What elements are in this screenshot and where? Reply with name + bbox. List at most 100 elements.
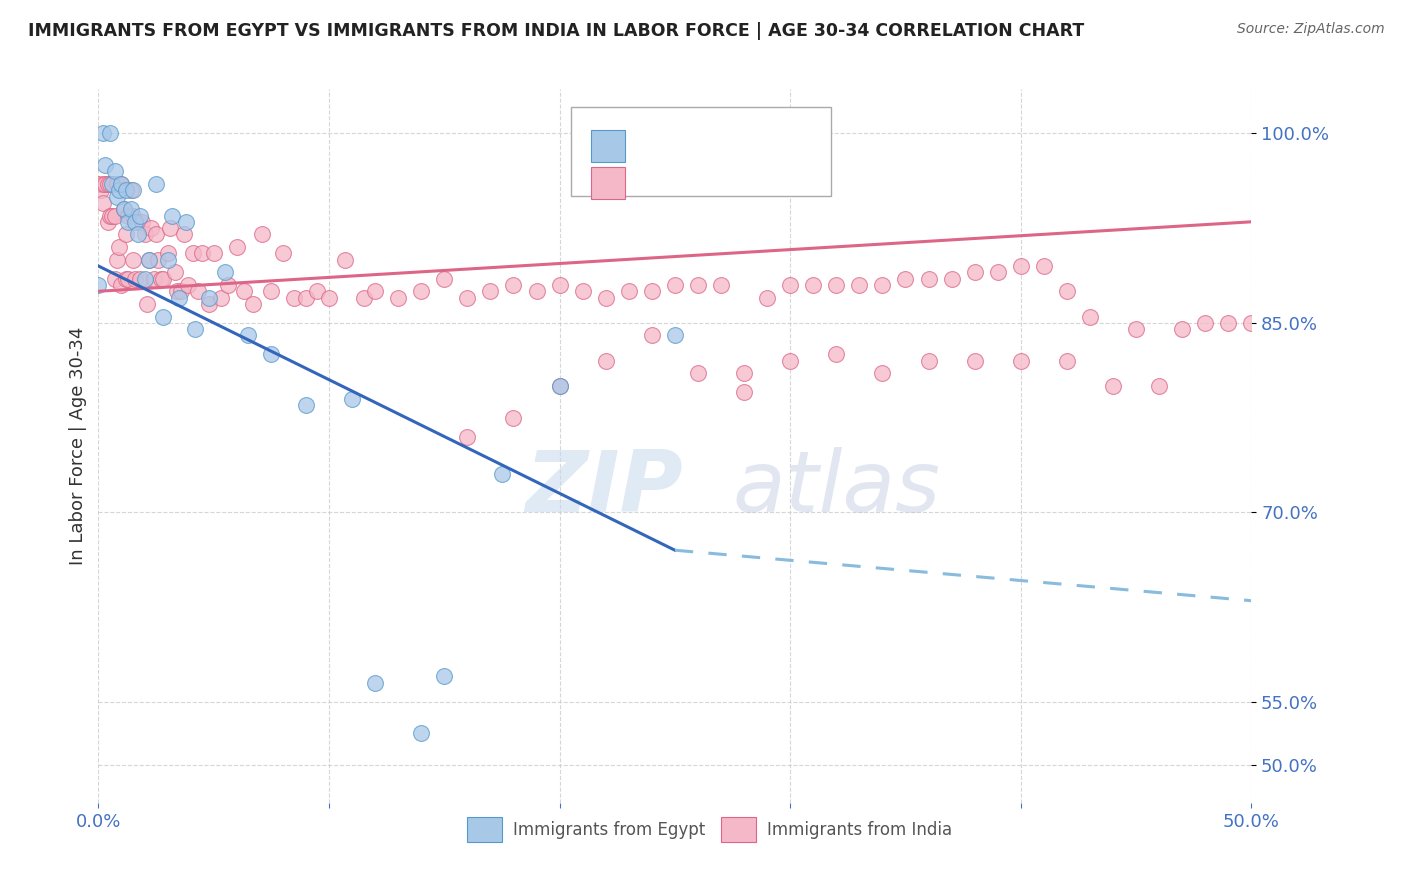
Point	[756, 291, 779, 305]
Point	[260, 285, 283, 299]
Point	[387, 291, 409, 305]
Point	[433, 271, 456, 285]
Point	[340, 392, 363, 406]
Point	[271, 246, 294, 260]
Point	[491, 467, 513, 482]
Point	[127, 227, 149, 242]
Point	[571, 285, 593, 299]
Point	[105, 177, 128, 191]
Bar	[591, 130, 626, 162]
Point	[187, 285, 209, 299]
Point	[117, 271, 139, 285]
Point	[163, 265, 186, 279]
Text: Immigrants from Egypt: Immigrants from Egypt	[513, 821, 706, 838]
Point	[479, 285, 502, 299]
Point	[122, 183, 145, 197]
Point	[173, 227, 195, 242]
Point	[97, 215, 120, 229]
Point	[710, 277, 733, 292]
Point	[779, 277, 801, 292]
Point	[117, 209, 139, 223]
Point	[138, 252, 160, 267]
Point	[101, 209, 124, 223]
Point	[987, 265, 1010, 279]
Point	[502, 410, 524, 425]
Point	[941, 271, 963, 285]
Point	[103, 271, 125, 285]
Point	[664, 277, 686, 292]
Point	[686, 367, 709, 381]
Text: N =: N =	[752, 174, 789, 192]
Point	[90, 183, 112, 197]
Point	[456, 429, 478, 443]
Point	[1010, 353, 1032, 368]
Point	[295, 291, 318, 305]
Point	[152, 271, 174, 285]
Point	[94, 158, 117, 172]
Point	[117, 215, 139, 229]
Point	[686, 277, 709, 292]
Point	[848, 277, 870, 292]
Point	[122, 209, 145, 223]
Point	[1218, 316, 1240, 330]
Point	[129, 209, 152, 223]
Text: 117: 117	[796, 174, 828, 192]
Point	[138, 252, 160, 267]
Point	[250, 227, 273, 242]
Point	[917, 353, 939, 368]
Point	[1171, 322, 1194, 336]
Point	[159, 221, 181, 235]
Point	[232, 285, 254, 299]
Point	[1147, 379, 1170, 393]
Point	[894, 271, 917, 285]
Point	[411, 285, 433, 299]
Point	[156, 246, 179, 260]
Text: R =: R =	[637, 136, 673, 155]
Point	[98, 209, 121, 223]
Point	[548, 379, 571, 393]
Point	[127, 215, 149, 229]
Point	[333, 252, 356, 267]
Point	[131, 215, 153, 229]
Point	[174, 215, 197, 229]
Point	[801, 277, 824, 292]
Point	[103, 209, 125, 223]
Point	[181, 246, 204, 260]
Point	[295, 398, 318, 412]
Point	[214, 265, 236, 279]
Point	[225, 240, 247, 254]
Point	[91, 177, 114, 191]
Point	[1032, 259, 1054, 273]
Point	[105, 252, 128, 267]
Point	[641, 328, 664, 343]
Point	[170, 285, 193, 299]
Point	[1056, 353, 1078, 368]
Point	[149, 271, 172, 285]
Text: Immigrants from India: Immigrants from India	[768, 821, 952, 838]
Point	[595, 291, 617, 305]
Point	[101, 177, 124, 191]
Point	[167, 291, 190, 305]
Point	[115, 271, 138, 285]
Text: 0.190: 0.190	[681, 174, 728, 192]
Point	[177, 277, 200, 292]
Point	[115, 227, 138, 242]
Point	[526, 285, 548, 299]
Y-axis label: In Labor Force | Age 30-34: In Labor Force | Age 30-34	[69, 326, 87, 566]
Point	[110, 177, 132, 191]
Point	[141, 221, 163, 235]
Point	[1078, 310, 1101, 324]
Point	[825, 347, 848, 361]
Point	[198, 297, 221, 311]
Point	[502, 277, 524, 292]
Point	[87, 277, 110, 292]
Point	[242, 297, 264, 311]
Text: R =: R =	[637, 174, 673, 192]
Point	[134, 227, 156, 242]
Point	[664, 328, 686, 343]
Point	[202, 246, 225, 260]
Bar	[591, 167, 626, 199]
Text: IMMIGRANTS FROM EGYPT VS IMMIGRANTS FROM INDIA IN LABOR FORCE | AGE 30-34 CORREL: IMMIGRANTS FROM EGYPT VS IMMIGRANTS FROM…	[28, 22, 1084, 40]
Point	[145, 177, 167, 191]
Point	[142, 271, 165, 285]
